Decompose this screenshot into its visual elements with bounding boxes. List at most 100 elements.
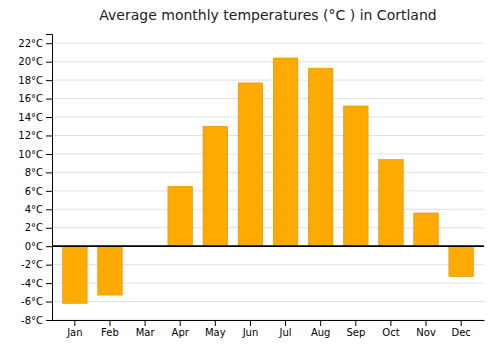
y-tick: 16°C xyxy=(18,93,52,104)
plot: -8°C-6°C-4°C-2°C0°C2°C4°C6°C8°C10°C12°C1… xyxy=(18,35,484,339)
x-tick-mark xyxy=(109,320,110,326)
y-axis-line xyxy=(46,35,53,321)
grid-line xyxy=(52,246,484,247)
x-tick-label: Dec xyxy=(451,327,470,338)
y-tick: -8°C xyxy=(21,315,52,326)
x-tick-mark xyxy=(320,320,321,326)
grid-line xyxy=(52,209,484,210)
y-tick: 14°C xyxy=(18,112,52,123)
x-tick-label: Jul xyxy=(279,327,292,338)
y-tick: 4°C xyxy=(25,204,52,215)
y-tick-mark xyxy=(46,154,52,155)
grid xyxy=(52,43,484,320)
y-tick: 18°C xyxy=(18,75,52,86)
y-tick: 12°C xyxy=(18,130,52,141)
y-tick-mark xyxy=(46,191,52,192)
y-tick: 22°C xyxy=(18,38,52,49)
x-tick-mark xyxy=(74,320,75,326)
x-tick-label: Mar xyxy=(136,327,156,338)
grid-line xyxy=(52,80,484,81)
x-tick: May xyxy=(205,320,226,338)
grid-line xyxy=(52,172,484,173)
x-tick-label: Aug xyxy=(311,327,331,338)
y-tick: -6°C xyxy=(21,296,52,307)
y-tick-mark xyxy=(46,228,52,229)
x-tick-mark xyxy=(390,320,391,326)
y-tick-mark xyxy=(46,135,52,136)
grid-line xyxy=(52,98,484,99)
y-tick-mark xyxy=(46,99,52,100)
y-tick-label: 18°C xyxy=(18,75,43,86)
y-tick: 6°C xyxy=(25,186,52,197)
bar xyxy=(344,106,369,246)
x-tick: Feb xyxy=(101,320,119,338)
x-tick: Mar xyxy=(136,320,156,338)
bar xyxy=(414,213,439,246)
bars xyxy=(63,58,474,303)
y-tick-label: 6°C xyxy=(25,186,43,197)
bar xyxy=(379,159,404,246)
x-tick-label: Sep xyxy=(346,327,365,338)
x-tick-mark xyxy=(215,320,216,326)
x-tick-label: May xyxy=(205,327,226,338)
grid-line xyxy=(52,301,484,302)
y-tick-label: 14°C xyxy=(18,112,43,123)
y-tick-mark xyxy=(46,320,52,321)
y-tick: -4°C xyxy=(21,278,52,289)
grid-line xyxy=(52,153,484,154)
bar xyxy=(168,186,193,246)
y-tick-mark xyxy=(46,117,52,118)
bar xyxy=(98,246,123,295)
y-tick: 10°C xyxy=(18,149,52,160)
bar xyxy=(63,246,88,303)
bar xyxy=(449,246,474,276)
x-tick-mark xyxy=(285,320,286,326)
x-tick-mark xyxy=(180,320,181,326)
x-axis: Jan Feb Mar Apr May Jun Jul Aug Sep Oct Nov Dec xyxy=(53,320,485,338)
grid-line xyxy=(52,190,484,191)
y-tick-label: -8°C xyxy=(21,315,43,326)
x-tick: Jul xyxy=(279,320,292,338)
bar xyxy=(238,83,263,246)
grid-line xyxy=(52,320,484,321)
y-tick-mark xyxy=(46,172,52,173)
y-tick-mark xyxy=(46,80,52,81)
x-tick-label: Apr xyxy=(172,327,190,338)
x-tick-mark xyxy=(250,320,251,326)
grid-line xyxy=(52,61,484,62)
y-tick-mark xyxy=(46,209,52,210)
x-tick: Jan xyxy=(66,320,82,338)
y-tick-label: 10°C xyxy=(18,149,43,160)
y-tick-mark xyxy=(46,246,52,247)
y-tick-label: 16°C xyxy=(18,93,43,104)
y-tick-mark xyxy=(46,265,52,266)
bar xyxy=(273,58,298,246)
y-tick-label: 22°C xyxy=(18,38,43,49)
grid-line xyxy=(52,135,484,136)
x-tick-label: Feb xyxy=(101,327,119,338)
x-tick: Aug xyxy=(311,320,331,338)
y-tick: 0°C xyxy=(25,241,52,252)
y-tick-label: 2°C xyxy=(25,222,43,233)
chart: -8°C-6°C-4°C-2°C0°C2°C4°C6°C8°C10°C12°C1… xyxy=(0,0,500,350)
bar xyxy=(203,126,228,246)
y-axis: -8°C-6°C-4°C-2°C0°C2°C4°C6°C8°C10°C12°C1… xyxy=(18,35,52,326)
title: Average monthly temperatures (°C ) in Co… xyxy=(99,7,436,23)
y-tick-label: 0°C xyxy=(25,241,43,252)
x-tick: Nov xyxy=(416,320,436,338)
y-tick: -2°C xyxy=(21,259,52,270)
zero-line xyxy=(52,245,484,247)
y-tick-mark xyxy=(46,43,52,44)
bar xyxy=(308,68,333,246)
x-tick-label: Nov xyxy=(416,327,436,338)
y-tick-mark xyxy=(46,302,52,303)
x-axis-line xyxy=(53,320,485,321)
x-tick-mark xyxy=(461,320,462,326)
x-tick: Jun xyxy=(242,320,259,338)
x-tick-mark xyxy=(145,320,146,326)
x-tick-label: Oct xyxy=(382,327,399,338)
y-tick: 20°C xyxy=(18,56,52,67)
y-tick-label: 12°C xyxy=(18,130,43,141)
x-tick: Oct xyxy=(382,320,399,338)
y-tick-label: 4°C xyxy=(25,204,43,215)
